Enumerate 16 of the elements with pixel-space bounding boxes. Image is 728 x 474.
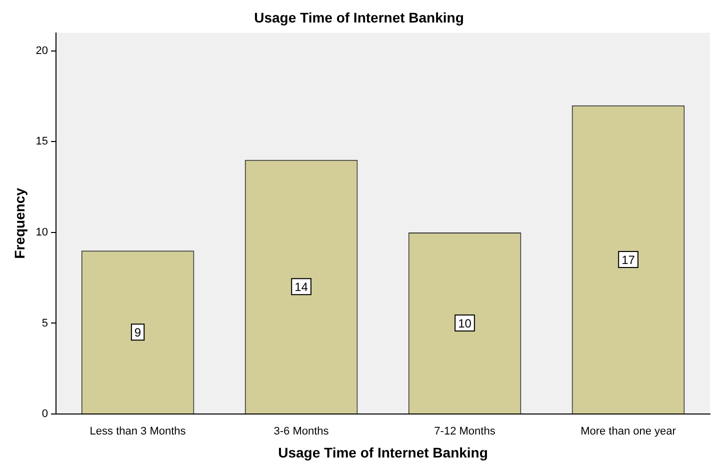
x-tick-label: Less than 3 Months bbox=[90, 426, 186, 438]
x-tick-label: More than one year bbox=[580, 426, 676, 438]
chart-title: Usage Time of Internet Banking bbox=[254, 9, 464, 26]
y-tick-label: 0 bbox=[42, 408, 48, 420]
y-tick-label: 5 bbox=[42, 317, 48, 330]
data-label: 14 bbox=[294, 280, 308, 294]
y-tick-label: 20 bbox=[36, 44, 48, 57]
y-axis-title: Frequency bbox=[11, 188, 28, 259]
x-axis-title: Usage Time of Internet Banking bbox=[278, 444, 488, 460]
x-tick-label: 7-12 Months bbox=[434, 426, 496, 438]
y-tick-label: 15 bbox=[36, 136, 48, 148]
data-label: 9 bbox=[134, 325, 142, 340]
x-tick-label: 3-6 Months bbox=[274, 426, 330, 438]
data-label: 10 bbox=[458, 316, 472, 330]
data-label: 17 bbox=[622, 252, 636, 267]
y-tick-label: 10 bbox=[36, 226, 48, 239]
